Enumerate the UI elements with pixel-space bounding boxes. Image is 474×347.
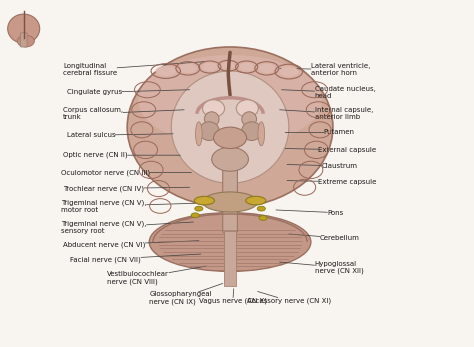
Ellipse shape [257, 206, 265, 211]
FancyBboxPatch shape [20, 33, 27, 47]
Ellipse shape [199, 122, 219, 141]
Ellipse shape [194, 196, 214, 205]
Text: Internal capsule,
anterior limb: Internal capsule, anterior limb [280, 107, 373, 120]
Text: Longitudinal
cerebral fissure: Longitudinal cerebral fissure [63, 62, 204, 76]
Ellipse shape [237, 100, 258, 117]
Ellipse shape [202, 63, 218, 71]
Ellipse shape [242, 112, 256, 126]
Text: Oculomotor nerve (CN III): Oculomotor nerve (CN III) [61, 169, 191, 176]
Text: Trochlear nerve (CN IV): Trochlear nerve (CN IV) [63, 185, 190, 192]
Text: Trigeminal nerve (CN V),
sensory root: Trigeminal nerve (CN V), sensory root [61, 221, 193, 234]
Ellipse shape [8, 14, 40, 43]
Text: Hypoglossal
nerve (CN XII): Hypoglossal nerve (CN XII) [280, 261, 363, 274]
Ellipse shape [213, 127, 246, 149]
Ellipse shape [17, 35, 35, 47]
Text: Trigeminal nerve (CN V),
motor root: Trigeminal nerve (CN V), motor root [61, 199, 195, 213]
Text: Cingulate gyrus: Cingulate gyrus [66, 90, 190, 95]
Text: Putamen: Putamen [285, 129, 355, 135]
Ellipse shape [279, 66, 299, 77]
Text: Facial nerve (CN VII): Facial nerve (CN VII) [70, 254, 201, 263]
Ellipse shape [258, 122, 264, 146]
Ellipse shape [259, 215, 267, 220]
Text: Lateral sulcus: Lateral sulcus [66, 132, 173, 138]
Ellipse shape [258, 64, 275, 73]
Ellipse shape [155, 66, 176, 76]
Ellipse shape [221, 62, 235, 69]
Text: External capsule: External capsule [285, 147, 376, 153]
Ellipse shape [138, 55, 322, 146]
Ellipse shape [196, 122, 202, 146]
Text: Vestibulocochlear
nerve (CN VIII): Vestibulocochlear nerve (CN VIII) [107, 266, 206, 285]
Ellipse shape [239, 63, 255, 71]
Ellipse shape [202, 192, 258, 212]
Text: Accessory nerve (CN XI): Accessory nerve (CN XI) [246, 291, 331, 304]
Text: Glossopharyngeal
nerve (CN IX): Glossopharyngeal nerve (CN IX) [149, 283, 223, 305]
Text: Claustrum: Claustrum [287, 163, 358, 169]
Text: Vagus nerve (CN X): Vagus nerve (CN X) [199, 289, 267, 304]
Ellipse shape [242, 122, 262, 141]
Text: Caudate nucleus,
head: Caudate nucleus, head [282, 86, 375, 99]
Ellipse shape [246, 196, 266, 205]
Text: Optic nerve (CN II): Optic nerve (CN II) [63, 152, 181, 159]
Text: Abducent nerve (CN VI): Abducent nerve (CN VI) [63, 241, 199, 248]
Ellipse shape [191, 213, 199, 218]
Polygon shape [223, 159, 237, 282]
Text: Lateral ventricle,
anterior horn: Lateral ventricle, anterior horn [280, 63, 370, 76]
Ellipse shape [149, 213, 311, 271]
Ellipse shape [171, 71, 289, 183]
Text: Cerebellum: Cerebellum [289, 234, 360, 241]
Ellipse shape [127, 47, 333, 207]
Ellipse shape [202, 100, 225, 117]
Text: Corpus callosum,
trunk: Corpus callosum, trunk [63, 107, 184, 120]
Ellipse shape [195, 206, 203, 211]
Ellipse shape [212, 147, 248, 171]
Ellipse shape [180, 64, 196, 73]
Text: Pons: Pons [276, 210, 344, 215]
Text: Extreme capsule: Extreme capsule [287, 179, 377, 185]
Ellipse shape [204, 112, 219, 126]
